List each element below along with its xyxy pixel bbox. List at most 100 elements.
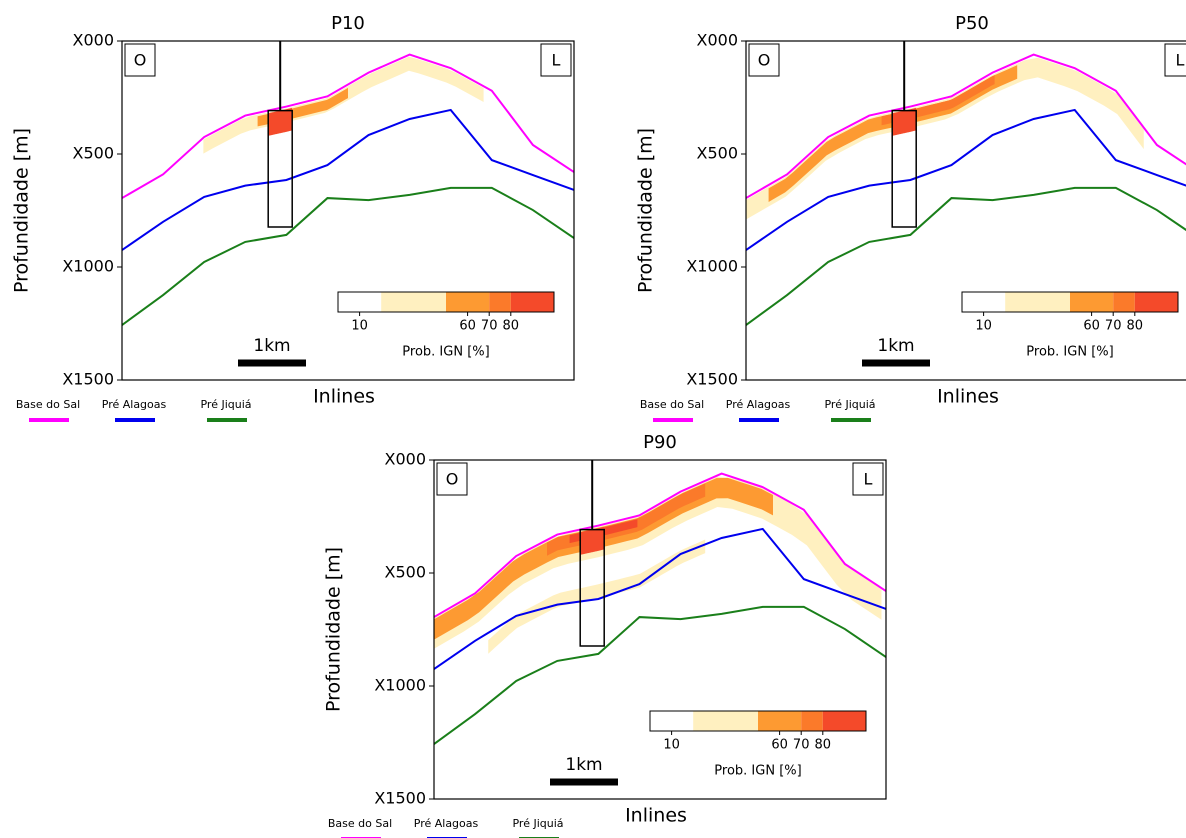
- horizon-line: [433, 605, 887, 745]
- colorbar-segment: [510, 292, 554, 312]
- horizon-line: [433, 472, 887, 618]
- legend-label: Base do Sal: [328, 817, 392, 830]
- well-box: [267, 109, 293, 228]
- legend-label: Pré Alagoas: [414, 817, 479, 830]
- y-tick-label: X500: [385, 563, 427, 582]
- horizon-line: [745, 108, 1186, 251]
- corner-box: [124, 43, 156, 77]
- colorbar-frame: [337, 291, 555, 313]
- colorbar-tick-label: 10: [351, 319, 368, 334]
- colorbar-segment: [1113, 292, 1135, 312]
- axes-frame: [433, 459, 887, 800]
- y-tick-label: X1000: [686, 257, 738, 276]
- axes-frame: [121, 40, 575, 381]
- y-axis-label: Profundidade [m]: [323, 547, 345, 712]
- colorbar-segment: [446, 292, 490, 312]
- horizon-line: [433, 527, 887, 670]
- corner-box: [1164, 43, 1186, 77]
- legend-label: Pré Jiquiá: [200, 398, 251, 411]
- probability-zone: [488, 539, 706, 654]
- corner-label: L: [552, 51, 561, 70]
- y-tick-label: X1000: [374, 676, 426, 695]
- chart-title: P50: [955, 13, 989, 34]
- axes-frame: [745, 40, 1186, 381]
- colorbar-segment: [1005, 292, 1070, 312]
- colorbar-segment: [338, 292, 382, 312]
- y-axis-label: Profundidade [m]: [11, 128, 33, 293]
- x-axis-label: Inlines: [625, 805, 687, 827]
- corner-box: [436, 462, 468, 496]
- colorbar-tick-label: 60: [1083, 319, 1100, 334]
- probability-zone: [891, 107, 916, 136]
- panel: P90 X000 X500 X1000 X1500 Profundidade [m] Inl…: [323, 432, 887, 838]
- corner-box: [748, 43, 780, 77]
- corner-label: O: [134, 51, 147, 70]
- legend-label: Pré Alagoas: [102, 398, 167, 411]
- colorbar-tick-label: 60: [459, 319, 476, 334]
- horizon-line: [121, 108, 575, 251]
- colorbar-segment: [801, 711, 823, 731]
- colorbar-tick-label: 10: [663, 738, 680, 753]
- horizon-line: [745, 186, 1186, 326]
- well-box: [579, 528, 605, 647]
- probability-zone: [434, 476, 882, 649]
- colorbar-label: Prob. IGN [%]: [402, 345, 489, 360]
- panel: P10 X000 X500 X1000 X1500 Profundidade [m] Inl…: [11, 13, 575, 422]
- y-tick-label: X000: [385, 450, 427, 469]
- colorbar-tick-label: 80: [815, 738, 832, 753]
- probability-zone: [267, 107, 292, 136]
- colorbar-frame: [961, 291, 1179, 313]
- y-tick-label: X000: [73, 31, 115, 50]
- corner-label: L: [864, 470, 873, 489]
- colorbar-segment: [650, 711, 694, 731]
- legend-label: Base do Sal: [16, 398, 80, 411]
- colorbar-tick-label: 10: [975, 319, 992, 334]
- colorbar-frame: [649, 710, 867, 732]
- colorbar-tick-label: 80: [1127, 319, 1144, 334]
- corner-box: [540, 43, 572, 77]
- scale-label: 1km: [253, 336, 290, 356]
- legend-label: Base do Sal: [640, 398, 704, 411]
- corner-label: O: [446, 470, 459, 489]
- colorbar-tick-label: 70: [1105, 319, 1122, 334]
- horizon-line: [745, 53, 1186, 199]
- scale-label: 1km: [565, 755, 602, 775]
- chart-title: P10: [331, 13, 365, 34]
- colorbar-segment: [1134, 292, 1178, 312]
- legend-label: Pré Alagoas: [726, 398, 791, 411]
- horizon-line: [121, 53, 575, 199]
- y-tick-label: X000: [697, 31, 739, 50]
- probability-zone: [746, 57, 1144, 220]
- y-tick-label: X1500: [62, 370, 114, 389]
- legend-label: Pré Jiquiá: [512, 817, 563, 830]
- probability-zone: [203, 56, 484, 154]
- corner-box: [852, 462, 884, 496]
- colorbar-segment: [758, 711, 802, 731]
- colorbar-segment: [962, 292, 1006, 312]
- corner-label: L: [1176, 51, 1185, 70]
- chart-title: P90: [643, 432, 677, 453]
- colorbar-label: Prob. IGN [%]: [1026, 345, 1113, 360]
- colorbar-segment: [381, 292, 446, 312]
- colorbar-segment: [1070, 292, 1114, 312]
- horizon-line: [121, 186, 575, 326]
- y-tick-label: X1500: [686, 370, 738, 389]
- colorbar-tick-label: 70: [481, 319, 498, 334]
- colorbar-tick-label: 70: [793, 738, 810, 753]
- corner-label: O: [758, 51, 771, 70]
- colorbar-segment: [693, 711, 758, 731]
- colorbar-label: Prob. IGN [%]: [714, 764, 801, 779]
- x-axis-label: Inlines: [937, 386, 999, 408]
- y-tick-label: X1000: [62, 257, 114, 276]
- panel: P50 X000 X500 X1000 X1500 Profundidade [m] Inl…: [635, 13, 1186, 422]
- probability-zone: [579, 526, 604, 555]
- y-tick-label: X1500: [374, 789, 426, 808]
- legend-label: Pré Jiquiá: [824, 398, 875, 411]
- colorbar-tick-label: 80: [503, 319, 520, 334]
- probability-zone: [434, 477, 773, 640]
- x-axis-label: Inlines: [313, 386, 375, 408]
- scale-label: 1km: [877, 336, 914, 356]
- colorbar-segment: [489, 292, 511, 312]
